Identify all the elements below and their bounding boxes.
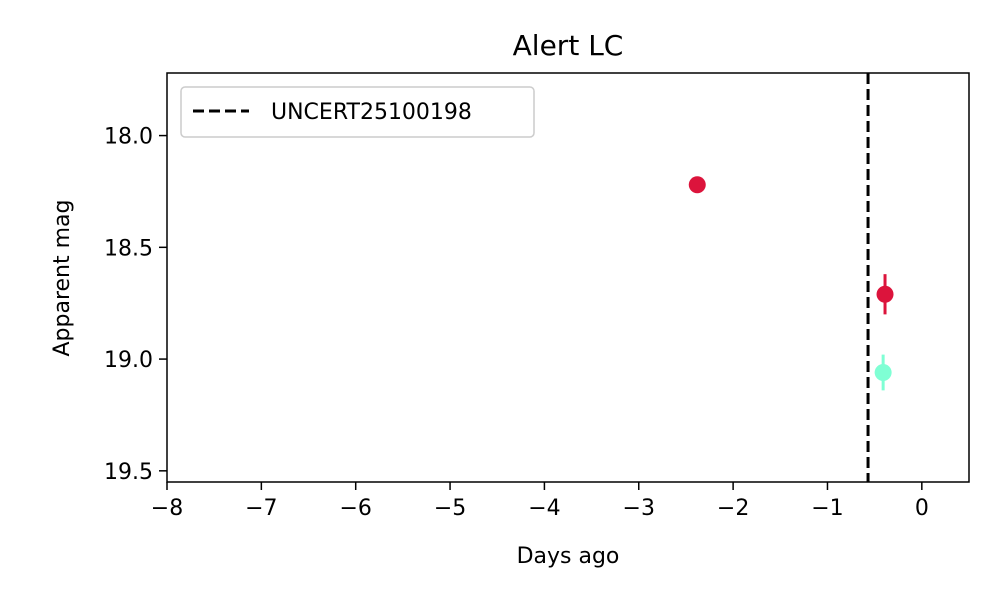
- x-axis-label: Days ago: [517, 544, 620, 569]
- plot-area: −8 −7 −6 −5 −4 −3 −2 −1 0 18.0 18.5 19.0 19.5: [104, 72, 970, 521]
- x-tick-label: −1: [811, 496, 843, 521]
- data-point: [876, 285, 894, 303]
- y-axis-label: Apparent mag: [50, 200, 75, 357]
- y-tick-label: 19.5: [104, 460, 153, 485]
- y-tick-label: 18.0: [104, 125, 153, 150]
- x-tick-label: −4: [528, 496, 560, 521]
- legend-entry-label: UNCERT25100198: [271, 100, 472, 125]
- y-tick-label: 19.0: [104, 348, 153, 373]
- chart-title: Alert LC: [513, 29, 624, 62]
- y-tick-label: 18.5: [104, 236, 153, 261]
- x-tick-label: −5: [434, 496, 466, 521]
- x-tick-label: −8: [151, 496, 183, 521]
- legend-frame: [180, 86, 535, 138]
- x-tick-label: 0: [915, 496, 929, 521]
- axes-frame: [166, 72, 970, 483]
- x-tick-label: −7: [245, 496, 277, 521]
- x-tick-label: −3: [623, 496, 655, 521]
- x-tick-label: −2: [717, 496, 749, 521]
- data-point: [874, 363, 892, 381]
- data-point: [688, 176, 706, 194]
- legend: UNCERT25100198: [180, 86, 535, 138]
- x-tick-label: −6: [339, 496, 371, 521]
